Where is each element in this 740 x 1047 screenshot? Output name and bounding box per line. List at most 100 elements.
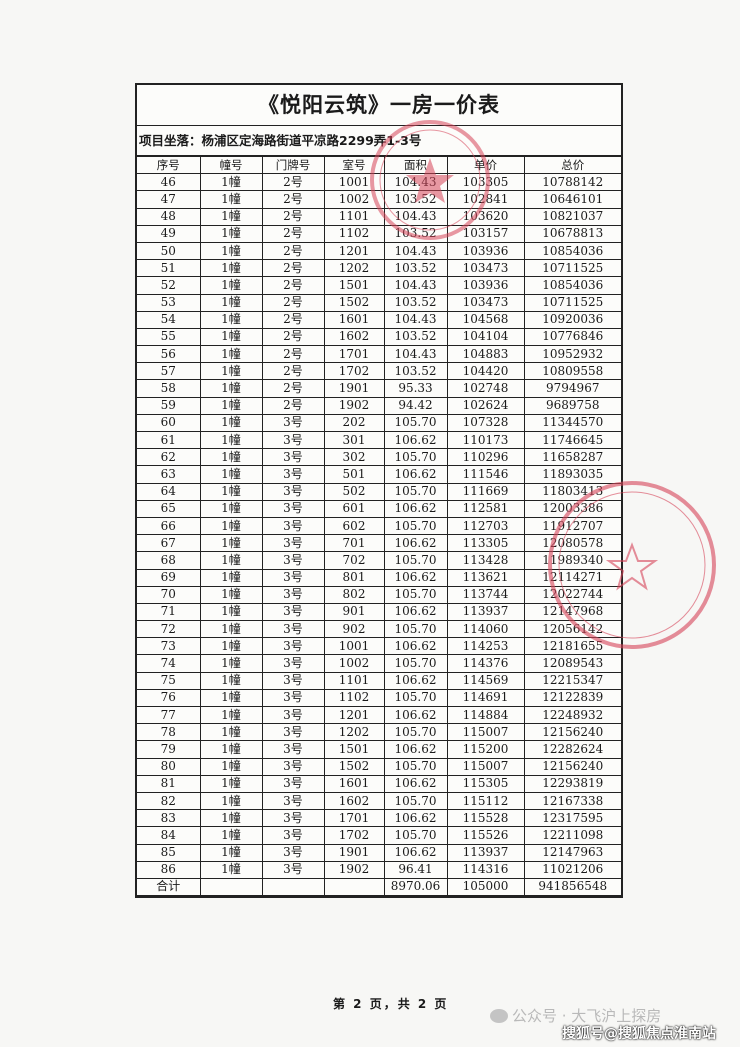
table-cell: 113428 bbox=[446, 551, 525, 570]
table-cell: 50 bbox=[137, 241, 201, 261]
table-cell: 59 bbox=[137, 396, 201, 415]
table-cell: 105.70 bbox=[383, 723, 448, 742]
table-cell: 10809558 bbox=[523, 362, 621, 381]
table-cell: 104.43 bbox=[383, 241, 448, 261]
table-cell: 1901 bbox=[323, 379, 385, 398]
table-cell: 1幢 bbox=[199, 224, 263, 243]
table-cell: 1幢 bbox=[199, 534, 263, 553]
table-cell: 3号 bbox=[261, 740, 325, 759]
table-cell: 110296 bbox=[446, 448, 525, 467]
column-header: 总价 bbox=[523, 155, 621, 175]
table-cell: 114316 bbox=[446, 860, 525, 879]
table-cell: 3号 bbox=[261, 774, 325, 793]
table-cell: 106.62 bbox=[383, 568, 448, 587]
table-cell: 83 bbox=[137, 809, 201, 828]
table-cell: 115007 bbox=[446, 757, 525, 776]
table-cell: 1幢 bbox=[199, 688, 263, 708]
table-row: 71 1幢 3号 901 106.62 113937 12147968 bbox=[137, 602, 621, 622]
table-cell: 12156240 bbox=[523, 723, 621, 742]
table-cell: 111669 bbox=[446, 482, 525, 501]
table-cell: 115305 bbox=[446, 774, 525, 793]
table-cell: 12248932 bbox=[523, 705, 621, 725]
table-row: 79 1幢 3号 1501 106.62 115200 12282624 bbox=[137, 740, 621, 759]
page-number: 第 2 页，共 2 页 bbox=[333, 997, 449, 1011]
table-cell: 80 bbox=[137, 757, 201, 776]
table-cell: 11746645 bbox=[523, 430, 621, 450]
table-cell: 2号 bbox=[261, 276, 325, 295]
table-cell: 3号 bbox=[261, 705, 325, 725]
table-cell: 3号 bbox=[261, 826, 325, 845]
table-cell: 1602 bbox=[323, 791, 385, 811]
table-cell: 602 bbox=[323, 516, 385, 536]
table-cell: 1702 bbox=[323, 826, 385, 845]
table-cell: 113744 bbox=[446, 585, 525, 604]
table-cell: 1幢 bbox=[199, 791, 263, 811]
table-cell: 105.70 bbox=[383, 448, 448, 467]
table-cell: 12089543 bbox=[523, 654, 621, 673]
table-cell: 104.43 bbox=[383, 345, 448, 364]
table-cell: 106.62 bbox=[383, 534, 448, 553]
table-cell: 3号 bbox=[261, 860, 325, 879]
table-row: 59 1幢 2号 1902 94.42 102624 9689758 bbox=[137, 396, 621, 415]
table-cell: 112581 bbox=[446, 499, 525, 518]
table-cell: 47 bbox=[137, 190, 201, 209]
table-cell: 11893035 bbox=[523, 465, 621, 484]
table-cell: 3号 bbox=[261, 637, 325, 656]
table-row: 76 1幢 3号 1102 105.70 114691 12122839 bbox=[137, 688, 621, 708]
wechat-watermark: 公众号 · 大飞沪上探房 bbox=[490, 1005, 661, 1026]
total-cell bbox=[261, 877, 325, 897]
table-cell: 106.62 bbox=[383, 430, 448, 450]
table-cell: 107328 bbox=[446, 413, 525, 433]
table-cell: 12114271 bbox=[523, 568, 621, 587]
table-cell: 103620 bbox=[446, 207, 525, 226]
table-cell: 106.62 bbox=[383, 602, 448, 622]
table-cell: 3号 bbox=[261, 620, 325, 639]
table-row: 49 1幢 2号 1102 103.52 103157 10678813 bbox=[137, 224, 621, 243]
table-cell: 111546 bbox=[446, 465, 525, 484]
table-row: 66 1幢 3号 602 105.70 112703 11912707 bbox=[137, 516, 621, 536]
table-row: 56 1幢 2号 1701 104.43 104883 10952932 bbox=[137, 345, 621, 364]
table-cell: 2号 bbox=[261, 293, 325, 312]
table-row: 69 1幢 3号 801 106.62 113621 12114271 bbox=[137, 568, 621, 587]
table-cell: 1701 bbox=[323, 345, 385, 364]
table-cell: 106.62 bbox=[383, 465, 448, 484]
total-cell bbox=[199, 877, 263, 897]
table-row: 52 1幢 2号 1501 104.43 103936 10854036 bbox=[137, 276, 621, 295]
table-cell: 3号 bbox=[261, 465, 325, 484]
table-cell: 1幢 bbox=[199, 345, 263, 364]
column-header: 室号 bbox=[323, 155, 385, 175]
table-cell: 64 bbox=[137, 482, 201, 501]
table-cell: 302 bbox=[323, 448, 385, 467]
table-cell: 1幢 bbox=[199, 809, 263, 828]
table-cell: 2号 bbox=[261, 190, 325, 209]
table-cell: 10678813 bbox=[523, 224, 621, 243]
table-cell: 46 bbox=[137, 173, 201, 192]
table-cell: 1幢 bbox=[199, 465, 263, 484]
column-header: 幢号 bbox=[199, 155, 263, 175]
table-cell: 113937 bbox=[446, 602, 525, 622]
table-cell: 12147963 bbox=[523, 843, 621, 862]
table-cell: 52 bbox=[137, 276, 201, 295]
table-cell: 105.70 bbox=[383, 516, 448, 536]
table-row: 75 1幢 3号 1101 106.62 114569 12215347 bbox=[137, 671, 621, 690]
table-cell: 1幢 bbox=[199, 482, 263, 501]
table-cell: 1902 bbox=[323, 396, 385, 415]
table-cell: 1幢 bbox=[199, 413, 263, 433]
table-cell: 1幢 bbox=[199, 430, 263, 450]
table-cell: 12056142 bbox=[523, 620, 621, 639]
table-cell: 1幢 bbox=[199, 293, 263, 312]
table-cell: 68 bbox=[137, 551, 201, 570]
table-row: 73 1幢 3号 1001 106.62 114253 12181655 bbox=[137, 637, 621, 656]
table-row: 83 1幢 3号 1701 106.62 115528 12317595 bbox=[137, 809, 621, 828]
table-cell: 2号 bbox=[261, 310, 325, 329]
table-cell: 2号 bbox=[261, 396, 325, 415]
table-row: 63 1幢 3号 501 106.62 111546 11893035 bbox=[137, 465, 621, 484]
table-cell: 105.70 bbox=[383, 413, 448, 433]
table-cell: 902 bbox=[323, 620, 385, 639]
table-row: 60 1幢 3号 202 105.70 107328 11344570 bbox=[137, 413, 621, 433]
total-cell: 941856548 bbox=[523, 877, 621, 897]
table-cell: 1202 bbox=[323, 259, 385, 278]
table-cell: 501 bbox=[323, 465, 385, 484]
table-row: 64 1幢 3号 502 105.70 111669 11803413 bbox=[137, 482, 621, 501]
table-cell: 10711525 bbox=[523, 293, 621, 312]
